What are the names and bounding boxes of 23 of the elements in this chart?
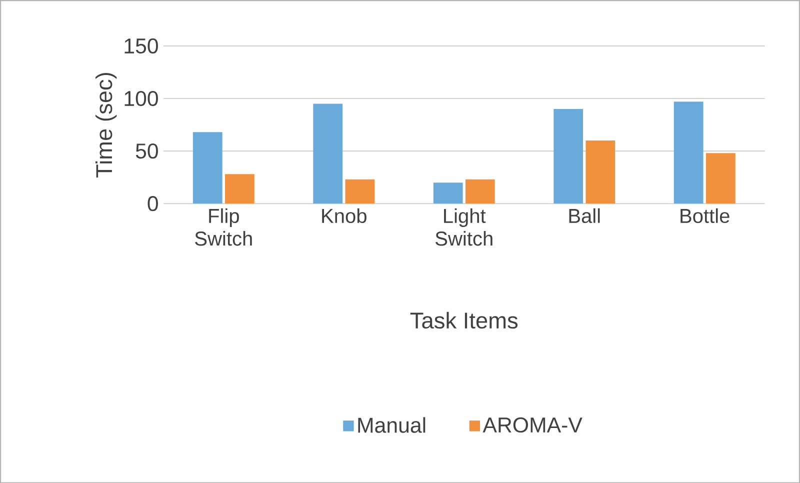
y-tick-label: 150 — [124, 38, 158, 54]
bar — [674, 101, 704, 204]
bar — [706, 152, 736, 204]
x-tick-label: Light Switch — [436, 208, 492, 246]
x-tick-label: Ball — [569, 208, 600, 223]
x-tick-label: Flip Switch — [195, 208, 252, 246]
bar — [433, 182, 463, 204]
x-tick-label: Bottle — [680, 208, 730, 223]
bar — [192, 132, 222, 204]
bar — [586, 140, 616, 204]
bar — [313, 104, 343, 204]
bar — [465, 179, 495, 204]
y-tick-label: 100 — [124, 90, 158, 106]
legend-label: AROMA-V — [482, 417, 582, 432]
x-tick-label: Knob — [322, 208, 366, 223]
legend-label: Manual — [358, 416, 426, 433]
bar — [224, 174, 254, 204]
bar — [554, 108, 584, 204]
y-tick-label: 50 — [136, 143, 158, 158]
y-tick-label: 0 — [148, 196, 158, 211]
y-axis-title: Time (sec) — [96, 72, 117, 178]
bar — [345, 179, 375, 204]
x-axis-title: Task Items — [410, 312, 518, 328]
